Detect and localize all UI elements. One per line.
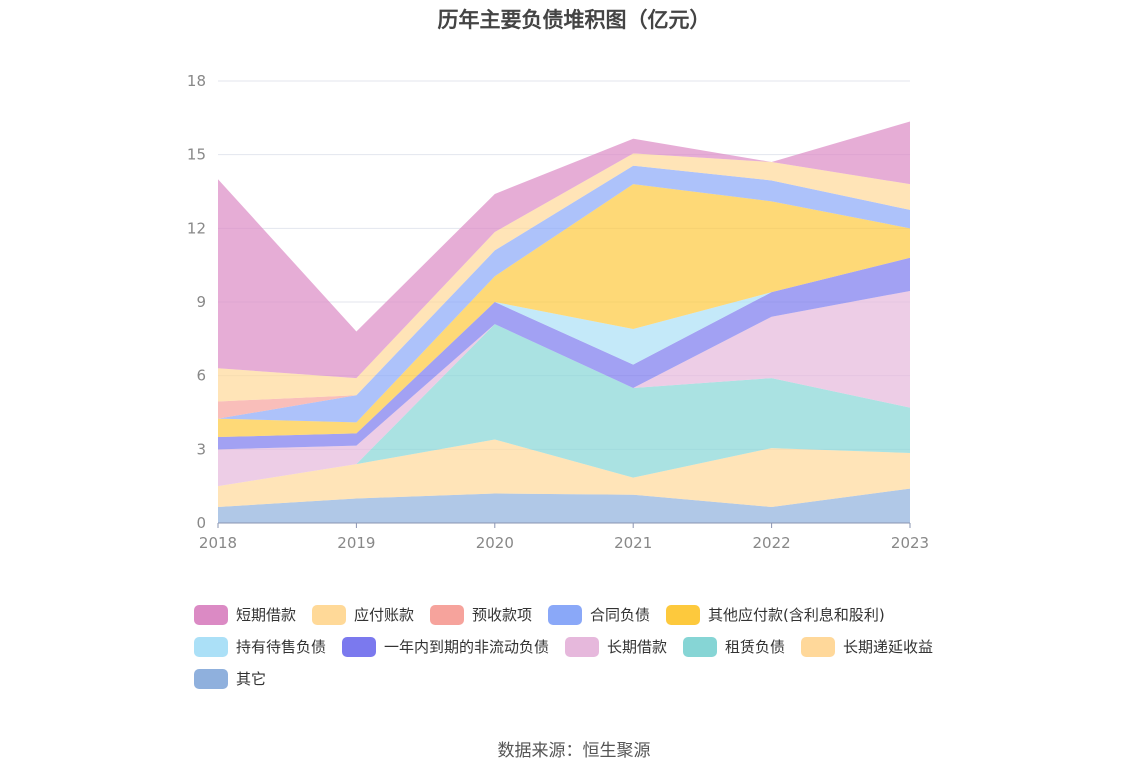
x-tick-label: 2021 (614, 534, 652, 552)
legend-swatch (312, 604, 346, 625)
chart-title: 历年主要负债堆积图（亿元） (437, 8, 711, 32)
legend-item[interactable]: 短期借款 (194, 604, 296, 625)
legend-label: 长期递延收益 (843, 638, 934, 656)
legend-item[interactable]: 长期借款 (565, 636, 667, 657)
area-series (218, 184, 910, 438)
legend-swatch (430, 604, 464, 625)
stacked-area-chart: 0 3 6 9 12 15 18 2018 2019 2020 2021 2022 2023 (187, 72, 929, 552)
area-series (218, 324, 910, 487)
legend-label: 一年内到期的非流动负债 (384, 638, 550, 656)
y-tick-label: 12 (187, 219, 206, 237)
legend-swatch (194, 636, 228, 657)
legend-item[interactable]: 租赁负债 (683, 636, 785, 657)
y-tick-label: 3 (196, 440, 206, 458)
axes: 0 3 6 9 12 15 18 2018 2019 2020 2021 2022 2023 (187, 72, 929, 552)
legend-item[interactable]: 长期递延收益 (801, 636, 933, 657)
area-series-group (218, 121, 910, 523)
legend-swatch (683, 636, 717, 657)
area-series (218, 257, 910, 438)
y-tick-label: 18 (187, 72, 206, 90)
legend-label: 应付账款 (354, 606, 415, 624)
legend-item[interactable]: 应付账款 (312, 604, 414, 625)
x-tick-label: 2018 (199, 534, 237, 552)
legend-item[interactable]: 其他应付款(含利息和股利) (666, 604, 885, 625)
legend-item[interactable]: 其它 (194, 668, 266, 689)
x-tick-label: 2022 (753, 534, 791, 552)
legend-swatch (194, 604, 228, 625)
legend-swatch (194, 668, 228, 689)
area-series (218, 488, 910, 523)
area-series (218, 290, 910, 487)
x-tick-label: 2020 (476, 534, 514, 552)
y-tick-label: 9 (196, 293, 206, 311)
legend-swatch (666, 604, 700, 625)
x-tick-label: 2023 (891, 534, 929, 552)
legend-swatch (342, 636, 376, 657)
legend-label: 租赁负债 (725, 638, 786, 656)
x-tick-label: 2019 (337, 534, 375, 552)
legend-label: 其它 (236, 670, 267, 688)
legend-label: 长期借款 (607, 638, 668, 656)
legend-item[interactable]: 预收款项 (430, 604, 532, 625)
source-note: 数据来源：恒生聚源 (497, 741, 651, 761)
legend-swatch (548, 604, 582, 625)
legend-label: 持有待售负债 (236, 638, 327, 656)
area-series (218, 165, 910, 423)
legend-label: 短期借款 (236, 606, 297, 624)
legend-swatch (565, 636, 599, 657)
legend-label: 其他应付款(含利息和股利) (708, 606, 885, 624)
y-tick-label: 15 (187, 146, 206, 164)
legend-label: 预收款项 (472, 606, 533, 624)
legend-swatch (801, 636, 835, 657)
legend-item[interactable]: 一年内到期的非流动负债 (342, 636, 549, 657)
area-series (218, 439, 910, 508)
y-tick-label: 0 (196, 514, 206, 532)
legend-label: 合同负债 (590, 606, 651, 624)
area-series (218, 121, 910, 379)
area-series (218, 257, 910, 450)
legend-item[interactable]: 持有待售负债 (194, 636, 326, 657)
legend-item[interactable]: 合同负债 (548, 604, 650, 625)
y-tick-label: 6 (196, 367, 206, 385)
area-series (218, 153, 910, 402)
